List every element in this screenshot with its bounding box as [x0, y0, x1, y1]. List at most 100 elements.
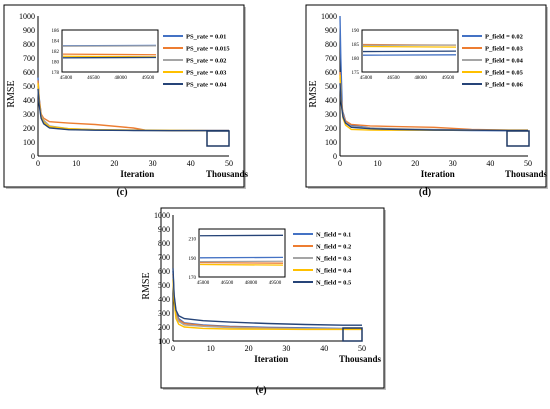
x-tick-label: 40	[187, 159, 195, 168]
y-tick-label: 700	[23, 54, 35, 63]
x-tick-label: 50	[358, 344, 366, 353]
x-tick-label: 0	[36, 159, 40, 168]
x-tick-label: 10	[207, 344, 215, 353]
x-axis-label: Iteration	[254, 354, 288, 364]
y-tick-label: 600	[158, 267, 170, 276]
inset-y-tick-label: 180	[352, 57, 360, 62]
y-tick-label: 500	[158, 281, 170, 290]
y-tick-label: 0	[31, 152, 35, 161]
x-tick-label: 10	[72, 159, 80, 168]
inset-series-line	[200, 263, 283, 264]
legend-entry: PS_rate = 0.04	[186, 82, 227, 89]
y-tick-label: 1000	[154, 211, 170, 220]
y-tick-label: 800	[158, 239, 170, 248]
y-tick-label: 400	[23, 96, 35, 105]
y-tick-label: 400	[158, 295, 170, 304]
y-axis-label: RMSE	[308, 80, 319, 107]
y-tick-label: 900	[158, 225, 170, 234]
y-tick-label: 100	[158, 337, 170, 346]
y-axis-label: RMSE	[6, 80, 17, 107]
y-tick-label: 100	[23, 138, 35, 147]
x-unit-label: Thousands	[339, 354, 382, 364]
legend-entry: N_field = 0.3	[316, 256, 352, 263]
inset-series-line	[63, 56, 156, 57]
x-unit-label: Thousands	[206, 169, 249, 179]
y-tick-label: 400	[325, 96, 337, 105]
y-tick-label: 300	[158, 309, 170, 318]
x-tick-label: 40	[320, 344, 328, 353]
legend-entry: N_field = 0.5	[316, 280, 352, 287]
legend-entry: P_field = 0.05	[485, 70, 524, 77]
y-tick-label: 100	[325, 138, 337, 147]
y-tick-label: 900	[23, 26, 35, 35]
legend-entry: PS_rate = 0.015	[186, 46, 230, 53]
legend-entry: P_field = 0.06	[485, 82, 524, 89]
inset-series-line	[63, 54, 156, 55]
inset-y-tick-label: 190	[189, 257, 197, 262]
inset-x-tick-label: 46500	[221, 281, 234, 286]
inset-y-tick-label: 182	[52, 50, 60, 55]
inset-x-tick-label: 45000	[360, 76, 373, 81]
x-tick-label: 20	[245, 344, 253, 353]
y-tick-label: 500	[325, 82, 337, 91]
inset-x-tick-label: 46500	[87, 76, 100, 81]
panel-label: (c)	[116, 187, 127, 198]
legend-entry: N_field = 0.4	[316, 268, 352, 275]
inset-x-tick-label: 49500	[442, 76, 455, 81]
y-tick-label: 700	[325, 54, 337, 63]
inset-x-tick-label: 48000	[245, 281, 258, 286]
inset-x-tick-label: 45000	[197, 281, 210, 286]
panel-label: (d)	[419, 187, 431, 198]
x-tick-label: 50	[524, 159, 532, 168]
panel-label: (e)	[255, 385, 266, 396]
y-tick-label: 600	[325, 68, 337, 77]
inset-x-tick-label: 49500	[142, 76, 155, 81]
x-tick-label: 10	[374, 159, 382, 168]
inset-x-tick-label: 48000	[414, 76, 427, 81]
legend-entry: N_field = 0.2	[316, 244, 351, 251]
inset-y-tick-label: 210	[189, 238, 197, 243]
inset-y-tick-label: 178	[52, 71, 60, 76]
y-tick-label: 200	[158, 323, 170, 332]
x-tick-label: 20	[411, 159, 419, 168]
x-unit-label: Thousands	[505, 169, 548, 179]
inset-y-tick-label: 186	[52, 29, 60, 34]
inset-frame	[62, 30, 158, 72]
legend-entry: PS_rate = 0.03	[186, 70, 227, 77]
y-tick-label: 800	[325, 40, 337, 49]
y-tick-label: 500	[23, 82, 35, 91]
inset-y-tick-label: 180	[52, 61, 60, 66]
x-tick-label: 20	[110, 159, 118, 168]
inset-y-tick-label: 185	[352, 43, 360, 48]
x-tick-label: 30	[449, 159, 457, 168]
y-tick-label: 900	[325, 26, 337, 35]
y-tick-label: 200	[23, 124, 35, 133]
x-tick-label: 50	[225, 159, 233, 168]
y-tick-label: 300	[325, 110, 337, 119]
legend-entry: PS_rate = 0.02	[186, 58, 226, 65]
y-tick-label: 200	[325, 124, 337, 133]
y-axis-label: RMSE	[141, 272, 152, 299]
inset-x-tick-label: 46500	[387, 76, 400, 81]
legend-entry: N_field = 0.1	[316, 232, 351, 239]
y-tick-label: 1000	[321, 12, 337, 21]
inset-y-tick-label: 170	[189, 276, 197, 281]
inset-x-tick-label: 45000	[60, 76, 73, 81]
x-axis-label: Iteration	[120, 169, 154, 179]
legend-entry: PS_rate = 0.01	[186, 34, 226, 41]
y-tick-label: 1000	[19, 12, 35, 21]
inset-y-tick-label: 190	[352, 29, 360, 34]
y-tick-label: 300	[23, 110, 35, 119]
x-tick-label: 0	[338, 159, 342, 168]
y-tick-label: 600	[23, 68, 35, 77]
legend-entry: P_field = 0.04	[485, 58, 524, 65]
inset-y-tick-label: 184	[52, 40, 60, 45]
y-tick-label: 700	[158, 253, 170, 262]
x-tick-label: 30	[282, 344, 290, 353]
inset-series-line	[363, 47, 456, 48]
inset-x-tick-label: 48000	[114, 76, 127, 81]
